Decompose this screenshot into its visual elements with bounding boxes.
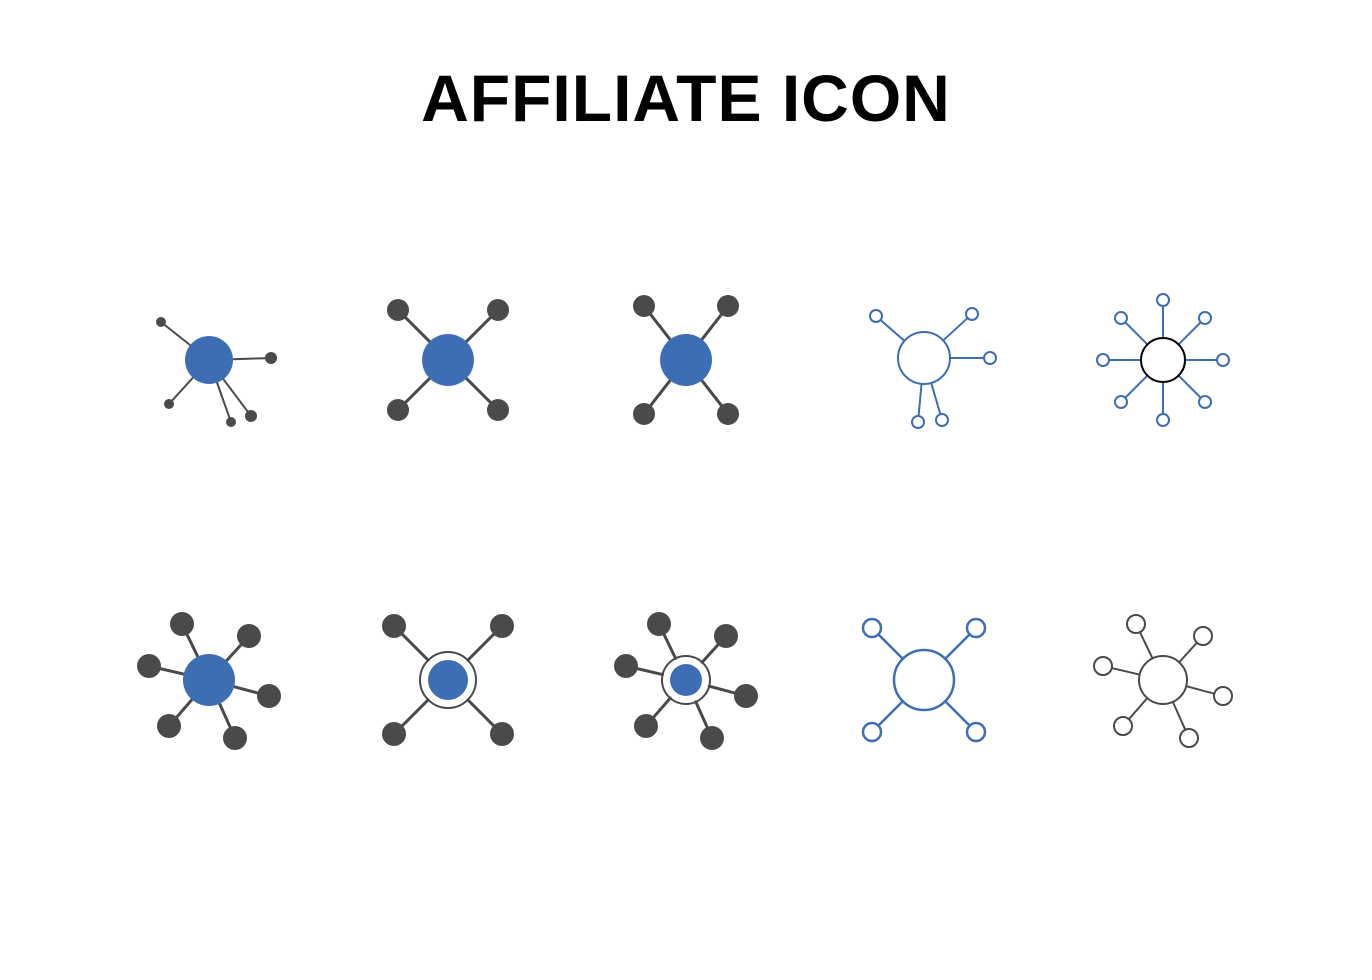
page-title: AFFILIATE ICON xyxy=(0,60,1372,136)
affiliate-x-ring-filled-icon xyxy=(368,600,528,760)
affiliate-six-filled-blue-icon xyxy=(129,600,289,760)
affiliate-asymmetric-filled-icon xyxy=(129,280,289,440)
icon-sheet: AFFILIATE ICON xyxy=(0,0,1372,980)
icon-grid xyxy=(90,260,1282,780)
affiliate-six-ring-filled-icon xyxy=(606,600,766,760)
affiliate-asymmetric-outline-blue-icon xyxy=(844,280,1004,440)
affiliate-sun-outline-icon xyxy=(1083,280,1243,440)
affiliate-six-outline-grey-icon xyxy=(1083,600,1243,760)
affiliate-x-filled-tall-icon xyxy=(606,280,766,440)
affiliate-x-filled-icon xyxy=(368,280,528,440)
affiliate-x-outline-blue-icon xyxy=(844,600,1004,760)
